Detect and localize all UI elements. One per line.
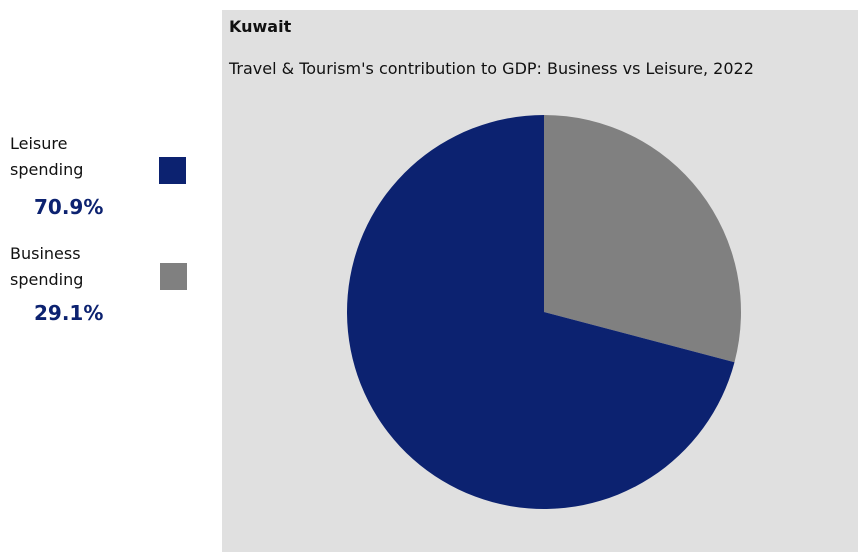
legend-swatch-leisure: [159, 157, 186, 184]
legend-value-leisure: 70.9%: [34, 195, 104, 219]
legend-value-business: 29.1%: [34, 301, 104, 325]
legend-label-business: Business spending: [10, 244, 84, 289]
pie-slice-leisure: [346, 115, 735, 509]
legend-label-leisure: Leisure spending: [10, 134, 84, 179]
chart-subtitle: Travel & Tourism's contribution to GDP: …: [229, 59, 754, 78]
pie-slice-business: [544, 115, 741, 363]
chart-title: Kuwait: [229, 17, 292, 36]
legend-swatch-business: [160, 263, 187, 290]
